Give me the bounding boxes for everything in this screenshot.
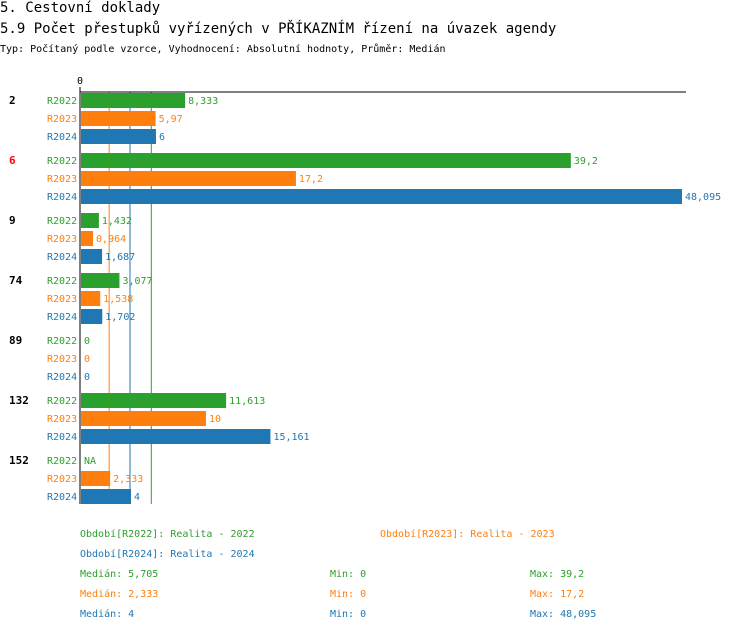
data-label: 6 [159, 132, 165, 143]
series-label: R2022 [47, 156, 77, 167]
group-label-89: 89 [9, 334, 22, 347]
bar-6-r2023 [81, 171, 296, 186]
stat-min-r2024: Min: 0 [330, 609, 367, 620]
series-label: R2022 [47, 276, 77, 287]
chart-title: 5.9 Počet přestupků vyřízených v PŘÍKAZN… [0, 21, 557, 37]
series-label: R2022 [47, 96, 77, 107]
axis-zero-label: 0 [77, 76, 83, 87]
series-label: R2023 [47, 474, 77, 485]
stat-median-r2022: Medián: 5,705 [80, 569, 159, 580]
series-label: R2023 [47, 114, 77, 125]
bar-74-r2024 [81, 309, 103, 324]
series-label: R2024 [47, 492, 77, 503]
group-label-74: 74 [9, 274, 23, 287]
stat-max-r2023: Max: 17,2 [530, 589, 585, 600]
group-label-132: 132 [9, 394, 29, 407]
bar-2-r2023 [81, 111, 156, 126]
data-label: 17,2 [299, 174, 323, 185]
data-label: 1,687 [105, 252, 135, 263]
series-label: R2024 [47, 252, 77, 263]
data-label: 11,613 [229, 396, 265, 407]
bar-9-r2024 [81, 249, 103, 264]
data-label: 8,333 [188, 96, 218, 107]
data-label: 39,2 [574, 156, 598, 167]
stat-min-r2022: Min: 0 [330, 569, 367, 580]
series-label: R2024 [47, 372, 77, 383]
section-title: 5. Cestovní doklady [0, 0, 161, 16]
legend-period-r2023: Období[R2023]: Realita - 2023 [380, 529, 555, 540]
data-label: 15,161 [273, 432, 309, 443]
series-label: R2022 [47, 216, 77, 227]
legend-period-r2024: Období[R2024]: Realita - 2024 [80, 549, 255, 560]
data-label: 1,538 [103, 294, 133, 305]
bar-6-r2022 [81, 153, 571, 168]
stat-max-r2024: Max: 48,095 [530, 609, 597, 620]
series-label: R2023 [47, 234, 77, 245]
bar-132-r2023 [81, 411, 206, 426]
bar-152-r2024 [81, 489, 131, 504]
chart-subtitle: Typ: Počítaný podle vzorce, Vyhodnocení:… [0, 44, 446, 55]
bar-9-r2023 [81, 231, 94, 246]
series-label: R2022 [47, 456, 77, 467]
bar-132-r2022 [81, 393, 227, 408]
series-label: R2023 [47, 414, 77, 425]
stat-min-r2023: Min: 0 [330, 589, 367, 600]
data-label: 1,432 [102, 216, 132, 227]
legend-period-r2022: Období[R2022]: Realita - 2022 [80, 529, 255, 540]
data-label: 3,077 [122, 276, 152, 287]
series-label: R2022 [47, 396, 77, 407]
data-label: 2,333 [113, 474, 143, 485]
series-label: R2024 [47, 192, 77, 203]
data-label: 10 [209, 414, 221, 425]
data-label: 0,964 [96, 234, 126, 245]
series-label: R2023 [47, 294, 77, 305]
data-label: 0 [84, 372, 90, 383]
data-label: 0 [84, 336, 90, 347]
data-label: 1,702 [105, 312, 135, 323]
stat-median-r2023: Medián: 2,333 [80, 589, 159, 600]
group-label-152: 152 [9, 454, 29, 467]
group-label-9: 9 [9, 214, 16, 227]
bar-132-r2024 [81, 429, 271, 444]
bar-152-r2023 [81, 471, 111, 486]
series-label: R2024 [47, 312, 77, 323]
bar-2-r2024 [81, 129, 156, 144]
series-label: R2024 [47, 432, 77, 443]
bar-2-r2022 [81, 93, 186, 108]
bar-9-r2022 [81, 213, 99, 228]
stat-max-r2022: Max: 39,2 [530, 569, 585, 580]
group-label-6: 6 [9, 154, 16, 167]
bar-74-r2022 [81, 273, 120, 288]
data-label: 0 [84, 354, 90, 365]
series-label: R2023 [47, 174, 77, 185]
series-label: R2023 [47, 354, 77, 365]
series-label: R2022 [47, 336, 77, 347]
stat-median-r2024: Medián: 4 [80, 609, 135, 620]
data-label: 4 [134, 492, 140, 503]
data-label: 48,095 [685, 192, 721, 203]
series-label: R2024 [47, 132, 77, 143]
data-label: NA [84, 456, 96, 467]
data-label: 5,97 [159, 114, 183, 125]
bar-74-r2023 [81, 291, 101, 306]
group-label-2: 2 [9, 94, 16, 107]
bar-6-r2024 [81, 189, 682, 204]
